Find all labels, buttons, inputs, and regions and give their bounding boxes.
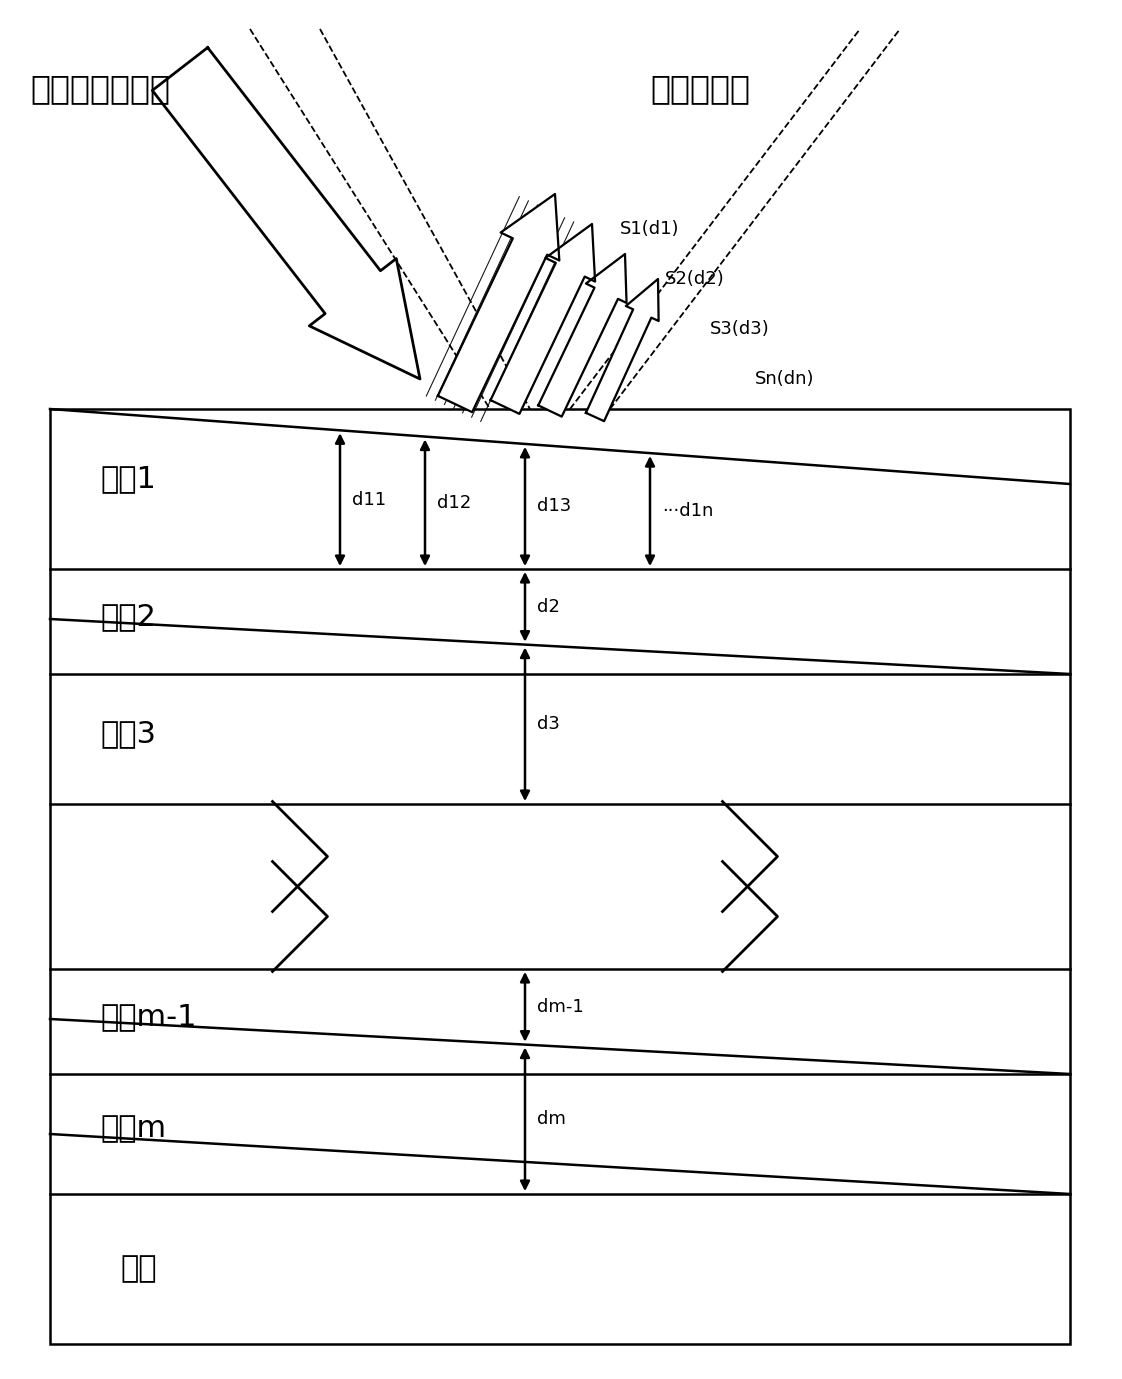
Text: d11: d11	[352, 491, 386, 509]
Polygon shape	[153, 47, 420, 379]
Text: dm-1: dm-1	[537, 998, 583, 1016]
Text: ···d1n: ···d1n	[662, 502, 714, 520]
Polygon shape	[490, 223, 595, 414]
Bar	[50, 410, 1070, 1345]
Text: 薄膜1: 薄膜1	[100, 465, 156, 494]
Text: d13: d13	[537, 498, 571, 516]
Text: 入射完全偏振光: 入射完全偏振光	[30, 73, 171, 106]
Text: d12: d12	[436, 494, 471, 512]
Polygon shape	[586, 279, 659, 421]
Polygon shape	[539, 254, 626, 416]
Text: S3(d3): S3(d3)	[710, 320, 770, 338]
Polygon shape	[438, 194, 560, 412]
Text: S2(d2): S2(d2)	[665, 270, 725, 288]
Text: 薄膜2: 薄膜2	[100, 603, 156, 632]
Text: Sn(dn): Sn(dn)	[755, 370, 815, 387]
Text: 薄膜m-1: 薄膜m-1	[100, 1003, 196, 1031]
Text: 厚度不均匀: 厚度不均匀	[650, 73, 749, 106]
Text: S1(d1): S1(d1)	[620, 221, 680, 239]
Text: d2: d2	[537, 598, 560, 616]
Text: 薄膜3: 薄膜3	[100, 720, 156, 749]
Text: 薄膜m: 薄膜m	[100, 1114, 166, 1143]
Text: dm: dm	[537, 1110, 565, 1128]
Text: 基底: 基底	[120, 1255, 156, 1284]
Text: d3: d3	[537, 716, 560, 734]
